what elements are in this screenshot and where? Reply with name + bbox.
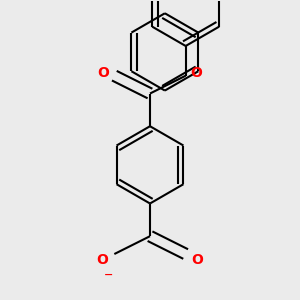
- Text: −: −: [104, 270, 113, 280]
- Text: O: O: [192, 253, 203, 267]
- Text: O: O: [97, 253, 108, 267]
- Text: O: O: [190, 66, 202, 80]
- Text: O: O: [98, 66, 109, 80]
